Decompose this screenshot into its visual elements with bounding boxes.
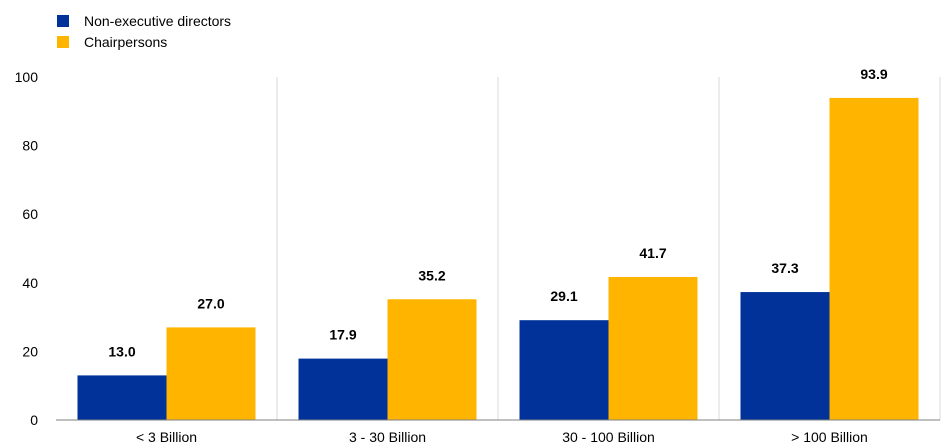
legend-swatch <box>57 15 69 27</box>
bar <box>77 375 167 420</box>
data-label: 35.2 <box>418 267 445 283</box>
legend: Non-executive directors Chairpersons <box>57 13 231 50</box>
bar <box>519 320 609 420</box>
data-label: 29.1 <box>550 288 577 304</box>
legend-label: Non-executive directors <box>84 13 231 29</box>
legend-swatch <box>57 36 69 48</box>
y-tick-label: 20 <box>22 343 38 359</box>
bar <box>740 292 830 420</box>
data-label: 27.0 <box>197 295 224 311</box>
bar <box>608 276 698 420</box>
bars <box>77 97 919 420</box>
data-label: 13.0 <box>108 343 135 359</box>
bar <box>829 97 919 420</box>
y-axis: 0 20 40 60 80 100 <box>15 69 39 428</box>
bar <box>298 358 388 420</box>
x-axis: < 3 Billion 3 - 30 Billion 30 - 100 Billio… <box>56 419 940 445</box>
y-tick-label: 0 <box>30 412 38 428</box>
y-tick-label: 100 <box>15 69 39 85</box>
data-label: 41.7 <box>639 245 666 261</box>
data-label: 37.3 <box>771 260 798 276</box>
x-tick-label: > 100 Billion <box>791 429 868 445</box>
x-tick-label: 30 - 100 Billion <box>562 429 655 445</box>
bar <box>387 299 477 420</box>
grid <box>276 77 941 420</box>
x-tick-label: < 3 Billion <box>136 429 197 445</box>
bar <box>166 327 256 420</box>
y-tick-label: 60 <box>22 206 38 222</box>
x-tick-label: 3 - 30 Billion <box>349 429 426 445</box>
y-tick-label: 40 <box>22 275 38 291</box>
data-labels: 13.0 27.0 17.9 35.2 29.1 41.7 37.3 93.9 <box>108 66 887 359</box>
data-label: 93.9 <box>860 66 887 82</box>
data-label: 17.9 <box>329 327 356 343</box>
y-tick-label: 80 <box>22 138 38 154</box>
legend-label: Chairpersons <box>84 34 167 50</box>
